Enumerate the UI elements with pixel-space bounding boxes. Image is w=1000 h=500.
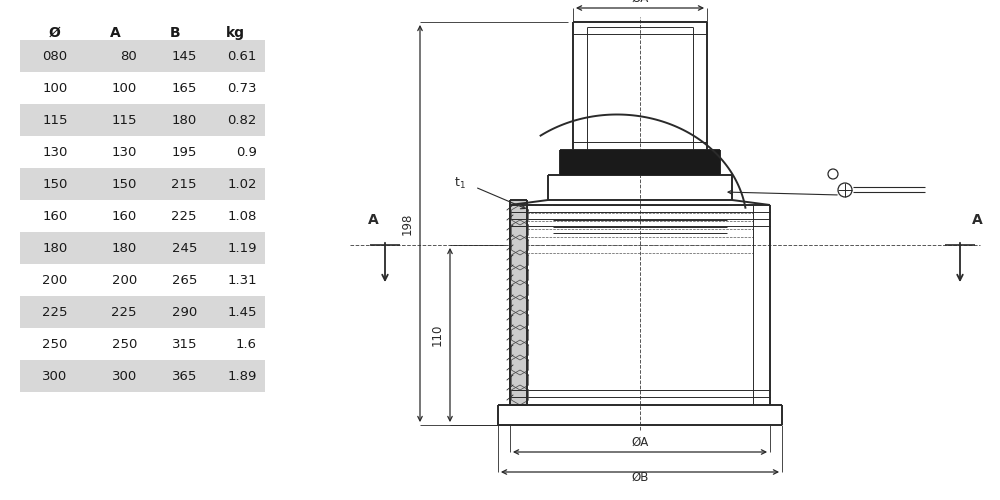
Bar <box>20 72 265 104</box>
Text: 1.89: 1.89 <box>228 370 257 382</box>
Text: Ø: Ø <box>49 26 61 40</box>
Text: ØA: ØA <box>631 436 649 449</box>
Text: 1.19: 1.19 <box>228 242 257 254</box>
Text: 145: 145 <box>172 50 197 62</box>
Bar <box>20 232 265 264</box>
Text: 130: 130 <box>112 146 137 158</box>
Text: 300: 300 <box>42 370 68 382</box>
Text: t$_1$: t$_1$ <box>454 176 466 190</box>
Text: 198: 198 <box>401 212 414 234</box>
Text: 180: 180 <box>42 242 68 254</box>
Text: A: A <box>972 213 983 227</box>
Text: 160: 160 <box>42 210 68 222</box>
Text: 1.31: 1.31 <box>227 274 257 286</box>
Text: 130: 130 <box>42 146 68 158</box>
Text: 180: 180 <box>172 114 197 126</box>
Text: 0.9: 0.9 <box>236 146 257 158</box>
Text: 080: 080 <box>42 50 68 62</box>
Bar <box>560 150 720 175</box>
Bar <box>510 200 527 405</box>
Text: 160: 160 <box>112 210 137 222</box>
Text: 0.73: 0.73 <box>228 82 257 94</box>
Text: 150: 150 <box>42 178 68 190</box>
Text: 250: 250 <box>42 338 68 350</box>
Text: 1.02: 1.02 <box>228 178 257 190</box>
Bar <box>20 328 265 360</box>
Bar <box>20 40 265 72</box>
Text: 180: 180 <box>112 242 137 254</box>
Text: 1.6: 1.6 <box>236 338 257 350</box>
Bar <box>20 264 265 296</box>
Text: 250: 250 <box>112 338 137 350</box>
Text: 225: 225 <box>112 306 137 318</box>
Bar <box>20 136 265 168</box>
Text: 115: 115 <box>112 114 137 126</box>
Text: 290: 290 <box>172 306 197 318</box>
Text: 245: 245 <box>172 242 197 254</box>
Text: 165: 165 <box>172 82 197 94</box>
Text: 315: 315 <box>172 338 197 350</box>
Text: A: A <box>110 26 120 40</box>
Text: ØA: ØA <box>631 0 649 5</box>
Text: 1.08: 1.08 <box>228 210 257 222</box>
Bar <box>20 200 265 232</box>
Bar <box>20 296 265 328</box>
Text: 195: 195 <box>172 146 197 158</box>
Bar <box>20 360 265 392</box>
Text: 265: 265 <box>172 274 197 286</box>
Text: 80: 80 <box>120 50 137 62</box>
Text: 0.82: 0.82 <box>228 114 257 126</box>
Text: B: B <box>170 26 180 40</box>
Text: ØB: ØB <box>631 471 649 484</box>
Text: 100: 100 <box>112 82 137 94</box>
Text: 1.45: 1.45 <box>228 306 257 318</box>
Text: 365: 365 <box>172 370 197 382</box>
Bar <box>20 104 265 136</box>
Text: 200: 200 <box>42 274 68 286</box>
Bar <box>20 168 265 200</box>
Text: 100: 100 <box>42 82 68 94</box>
Text: 225: 225 <box>42 306 68 318</box>
Text: 225: 225 <box>172 210 197 222</box>
Text: 300: 300 <box>112 370 137 382</box>
Text: A: A <box>368 213 378 227</box>
Text: 215: 215 <box>172 178 197 190</box>
Text: kg: kg <box>226 26 244 40</box>
Text: 115: 115 <box>42 114 68 126</box>
Text: 150: 150 <box>112 178 137 190</box>
Text: 200: 200 <box>112 274 137 286</box>
Text: 0.61: 0.61 <box>228 50 257 62</box>
Text: 110: 110 <box>431 324 444 346</box>
